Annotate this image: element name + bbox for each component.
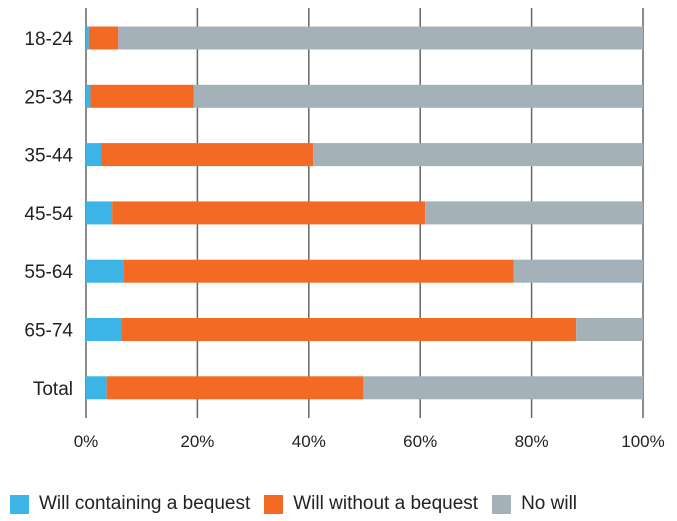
bar-total-series-2 — [363, 376, 643, 400]
legend-item-no-will[interactable]: No will — [492, 493, 577, 515]
bar-45-54-series-2 — [425, 201, 643, 225]
category-label: 45-54 — [24, 204, 73, 225]
legend-item-bequest[interactable]: Will containing a bequest — [10, 493, 250, 515]
legend-swatch-no-bequest — [264, 494, 284, 514]
category-label: 18-24 — [24, 29, 73, 50]
bars-layer — [86, 26, 643, 400]
bar-55-64-series-2 — [513, 259, 643, 283]
bar-18-24-series-1 — [88, 26, 119, 50]
bar-65-74-series-2 — [576, 318, 643, 341]
bar-total-series-1 — [106, 376, 364, 400]
bar-total-series-0 — [86, 376, 107, 400]
legend-label-bequest: Will containing a bequest — [39, 493, 251, 514]
legend-swatch-bequest — [10, 494, 29, 514]
stacked-bar-chart: 18-24 25-34 35-44 45-54 55-64 65-74 Total 0% 20… — [24, 8, 665, 451]
bar-55-64-series-1 — [123, 259, 514, 283]
legend-label-no-bequest: Will without a bequest — [293, 493, 479, 514]
bar-45-54-series-0 — [86, 201, 113, 225]
category-labels: 18-24 25-34 35-44 45-54 55-64 65-74 Total — [24, 29, 73, 400]
bar-35-44-series-2 — [313, 143, 643, 167]
x-tick-label: 20% — [180, 432, 214, 451]
category-label: Total — [33, 379, 73, 400]
x-tick-label: 60% — [403, 432, 437, 451]
x-tick-label: 100% — [621, 432, 664, 451]
bar-35-44-series-1 — [101, 143, 314, 167]
bar-45-54-series-1 — [112, 201, 426, 225]
bar-25-34-series-2 — [193, 84, 643, 108]
category-label: 35-44 — [24, 146, 73, 167]
legend-item-no-bequest[interactable]: Will without a bequest — [264, 493, 478, 515]
bar-55-64-series-0 — [86, 259, 124, 283]
bar-18-24-series-2 — [118, 26, 643, 50]
category-label: 55-64 — [24, 262, 73, 283]
x-tick-label: 40% — [292, 432, 326, 451]
x-tick-label: 0% — [74, 432, 99, 451]
bar-65-74-series-1 — [121, 318, 577, 341]
category-label: 65-74 — [24, 321, 73, 342]
bar-25-34-series-1 — [90, 84, 194, 108]
x-tick-label: 80% — [515, 432, 549, 451]
bar-65-74-series-0 — [86, 318, 122, 341]
bar-25-34-series-0 — [86, 84, 91, 108]
x-tick-labels: 0% 20% 40% 60% 80% 100% — [74, 432, 665, 451]
legend: Will containing a bequest Will without a… — [10, 493, 591, 515]
legend-label-no-will: No will — [521, 493, 578, 514]
bar-18-24-series-0 — [86, 26, 89, 50]
legend-swatch-no-will — [492, 494, 512, 514]
bar-35-44-series-0 — [86, 143, 102, 167]
category-label: 25-34 — [24, 87, 73, 108]
